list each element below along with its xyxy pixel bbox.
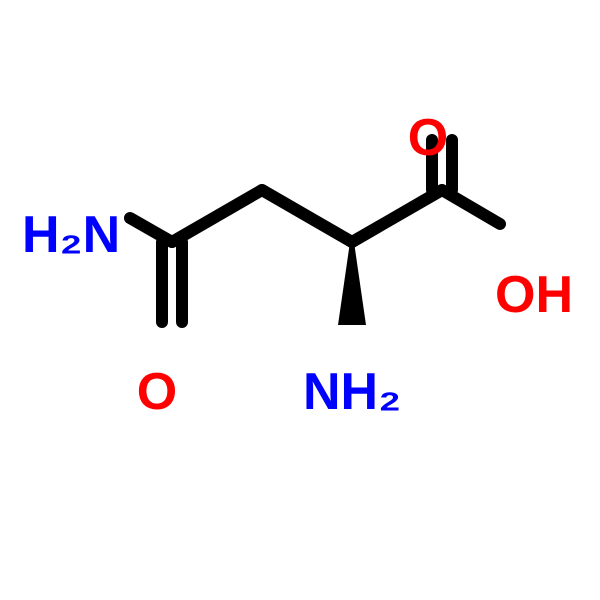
atom-label: OH bbox=[495, 265, 573, 325]
molecule-canvas: H₂N O O OH NH₂ bbox=[0, 0, 600, 600]
atom-label: O bbox=[137, 362, 177, 422]
atom-label: H₂N bbox=[22, 205, 120, 265]
atom-label: NH₂ bbox=[303, 362, 401, 422]
atom-label: O bbox=[408, 108, 448, 168]
